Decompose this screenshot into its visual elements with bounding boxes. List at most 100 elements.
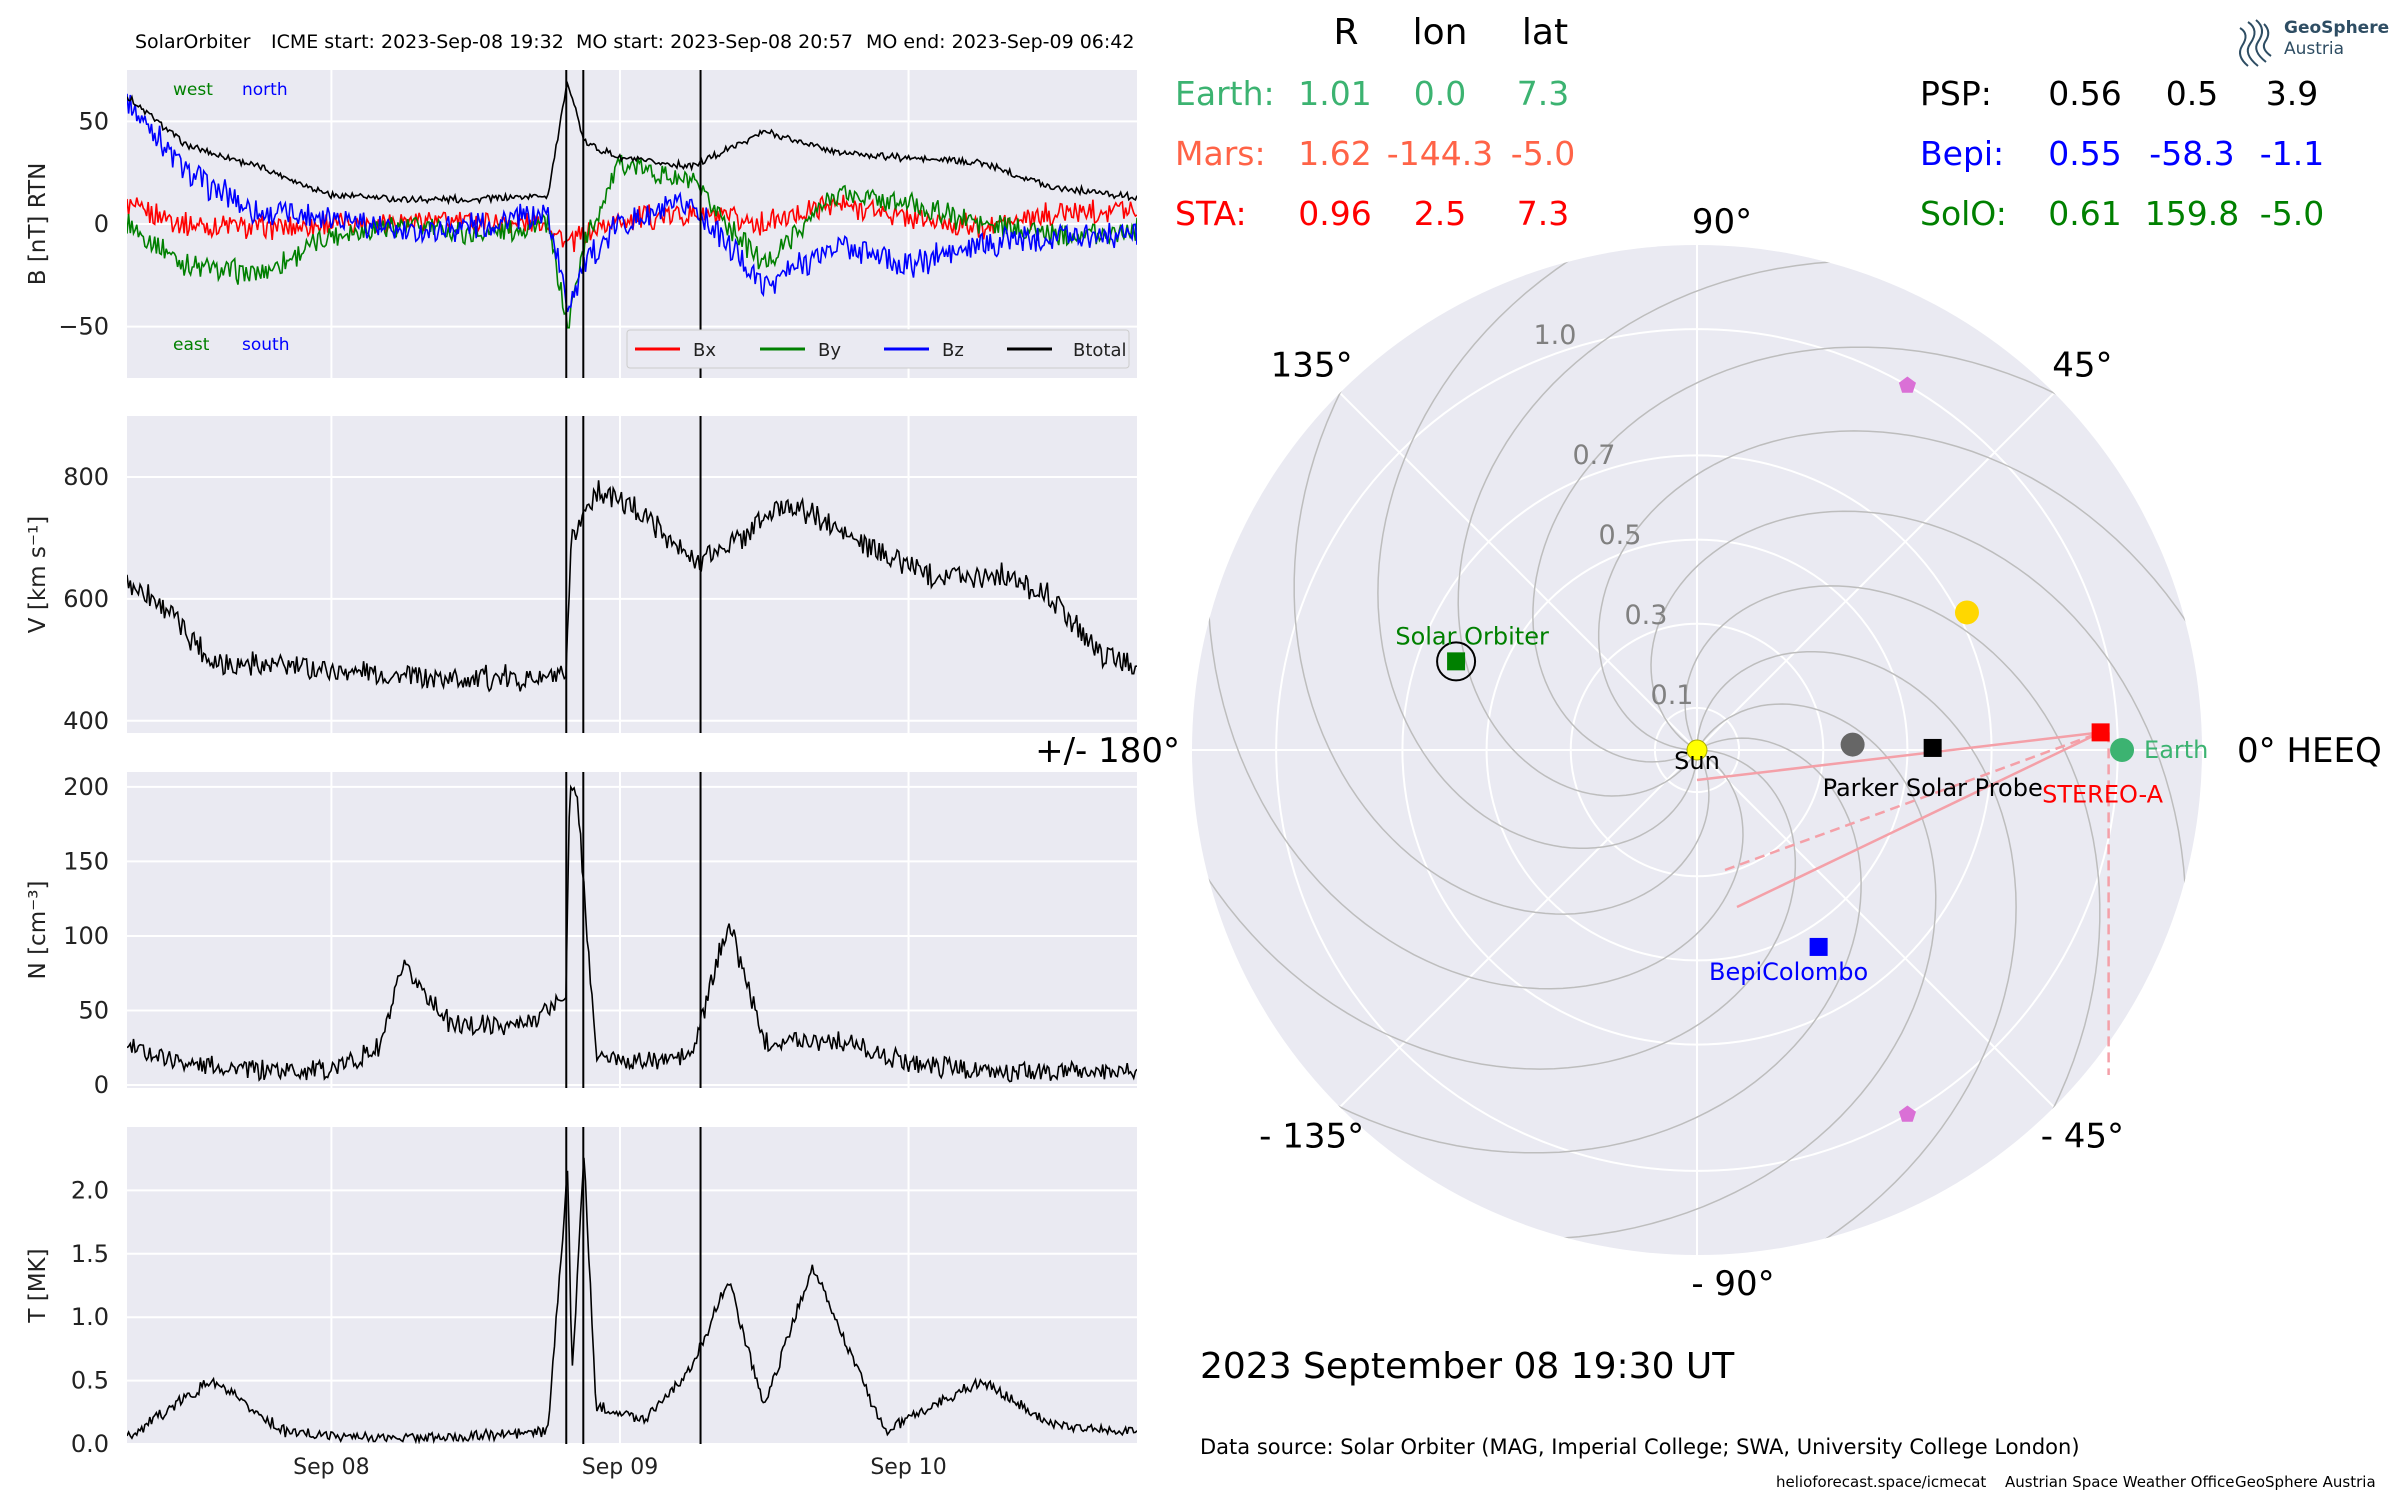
panel-background [127, 416, 1137, 733]
parker-spiral-line [1532, 346, 2078, 763]
logo-line1: GeoSphere [2284, 18, 2389, 38]
object-label-earth: Earth [2144, 736, 2208, 764]
footer-link: helioforecast.space/icmecat [1776, 1473, 1986, 1491]
object-label-sta: STEREO-A [2042, 780, 2164, 808]
y-tick-label: 100 [63, 922, 109, 950]
legend-box [626, 329, 1130, 369]
polar-spoke [1696, 392, 2055, 751]
marker-mercury [1840, 732, 1865, 757]
row-R: 0.55 [2048, 134, 2121, 173]
radial-tick-label: 1.0 [1533, 320, 1576, 351]
series-group [127, 1157, 1137, 1444]
table-header-lon: lon [1413, 12, 1468, 53]
y-axis-label: T [MK] [25, 1248, 51, 1323]
legend-label-Bz: Bz [942, 340, 964, 361]
parker-spiral-line [1377, 247, 1698, 850]
x-tick-label: Sep 10 [870, 1455, 946, 1480]
object-label-solo: Solar Orbiter [1395, 622, 1549, 650]
y-tick-label: 2.0 [71, 1176, 109, 1204]
radial-tick-label: 0.7 [1572, 440, 1615, 471]
row-R: 0.61 [2048, 194, 2121, 233]
legend: Bx By Bz Btotal [626, 329, 1130, 369]
y-tick-label: 0.0 [71, 1430, 109, 1458]
object-label-psp: Parker Solar Probe [1823, 774, 2043, 802]
marker-sta [2091, 723, 2110, 742]
footer-org1: Austrian Space Weather Office [2005, 1473, 2234, 1491]
y-tick-label: −50 [58, 313, 109, 341]
marker-bepi [1809, 937, 1828, 956]
polar-plot: 0.1 0.3 0.5 0.7 1.0 0° HEEQ 45° 90° 135° +/- 180°… [1035, 202, 2382, 1304]
marker-sun [1686, 739, 1708, 761]
geosphere-logo: GeoSphere Austria [2239, 18, 2389, 67]
row-name: Bepi: [1920, 134, 2004, 173]
radial-tick-label: 0.3 [1625, 600, 1668, 631]
radial-tick-label: 0.5 [1599, 520, 1642, 551]
y-tick-label: 50 [78, 996, 109, 1024]
polar-spoke [1696, 749, 2055, 1108]
row-lat: -1.1 [2260, 134, 2324, 173]
parker-spiral-line [1540, 703, 1937, 1240]
solo-ring [1436, 641, 1477, 682]
connection-line [1736, 731, 2102, 909]
timestamp: 2023 September 08 19:30 UT [1200, 1346, 1735, 1387]
annotation-south: south [242, 335, 289, 355]
panel-background [127, 1127, 1137, 1444]
parker-spirals [1194, 247, 2200, 1253]
series-group [127, 80, 1137, 329]
legend-label-Bx: Bx [693, 340, 716, 361]
panel-density: 200 150 100 50 0 N [cm⁻³] [25, 772, 1137, 1099]
row-R: 1.62 [1298, 134, 1371, 173]
icme-start-label: ICME start: 2023-Sep-08 19:32 [271, 31, 564, 53]
annotation-east: east [173, 335, 210, 355]
marker-l4 [1898, 376, 1916, 393]
logo-swirl-icon [2239, 19, 2272, 67]
series-line-By [127, 154, 1137, 329]
row-lat: 7.3 [1517, 194, 1569, 233]
row-lon: -58.3 [2149, 134, 2234, 173]
marker-earth [2110, 738, 2135, 762]
y-tick-label: 800 [63, 463, 109, 491]
angle-label: - 45° [2041, 1116, 2124, 1156]
parker-spiral-line [1316, 737, 1862, 1154]
parker-spiral-line [1684, 585, 2101, 1131]
logo-line2: Austria [2284, 39, 2344, 59]
parker-spiral-line [1293, 369, 1710, 915]
radial-tick-label: 0.1 [1651, 680, 1694, 711]
y-tick-label: 150 [63, 847, 109, 875]
angle-label: 90° [1692, 202, 1752, 242]
legend-label-By: By [818, 340, 841, 361]
footer-org2: GeoSphere Austria [2235, 1473, 2376, 1491]
chart-title: SolarOrbiter [135, 31, 251, 53]
row-name: Earth: [1175, 74, 1275, 113]
polar-spoke [1339, 392, 1698, 751]
table-header-lat: lat [1522, 12, 1568, 53]
angle-label: 45° [2052, 346, 2112, 386]
parker-spiral-line [1194, 749, 1797, 1070]
row-lat: 7.3 [1517, 74, 1569, 113]
marker-psp [1923, 738, 1942, 757]
panel-background [127, 772, 1137, 1088]
row-lon: 0.0 [1414, 74, 1466, 113]
angle-label: 0° HEEQ [2237, 731, 2382, 771]
series-line-Btotal [127, 80, 1137, 206]
angle-label: 135° [1271, 346, 1353, 386]
angle-label: - 135° [1259, 1116, 1364, 1156]
object-label-bepi: BepiColombo [1709, 958, 1868, 986]
legend-label-Btotal: Btotal [1073, 340, 1127, 361]
y-tick-label: 600 [63, 585, 109, 613]
annotation-west: west [173, 80, 213, 100]
series-line-Bx [127, 194, 1137, 253]
polar-spoke [1339, 749, 1698, 1108]
y-tick-label: 0 [94, 1071, 109, 1099]
marker-l5 [1898, 1105, 1916, 1122]
parker-spiral-line [1696, 650, 2017, 1253]
row-lon: 0.5 [2166, 74, 2218, 113]
panel-magnetic field: 50 0 −50 B [nT] RTN west north east south Bx By Bz… [25, 70, 1137, 378]
mo-end-label: MO end: 2023-Sep-09 06:42 [866, 31, 1134, 53]
series-line-N [127, 784, 1137, 1083]
object-label-sun: Sun [1674, 747, 1720, 775]
y-tick-label: 50 [78, 107, 109, 135]
